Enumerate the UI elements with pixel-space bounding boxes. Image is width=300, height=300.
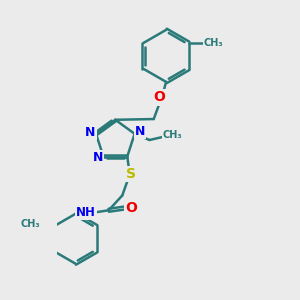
Text: NH: NH [76,206,96,219]
Text: CH₃: CH₃ [20,219,40,229]
Text: CH₃: CH₃ [204,38,223,48]
Text: N: N [93,151,103,164]
Text: O: O [154,91,165,104]
Text: N: N [85,126,96,139]
Text: N: N [135,125,145,138]
Text: S: S [126,167,136,182]
Text: CH₃: CH₃ [163,130,182,140]
Text: O: O [125,201,137,215]
